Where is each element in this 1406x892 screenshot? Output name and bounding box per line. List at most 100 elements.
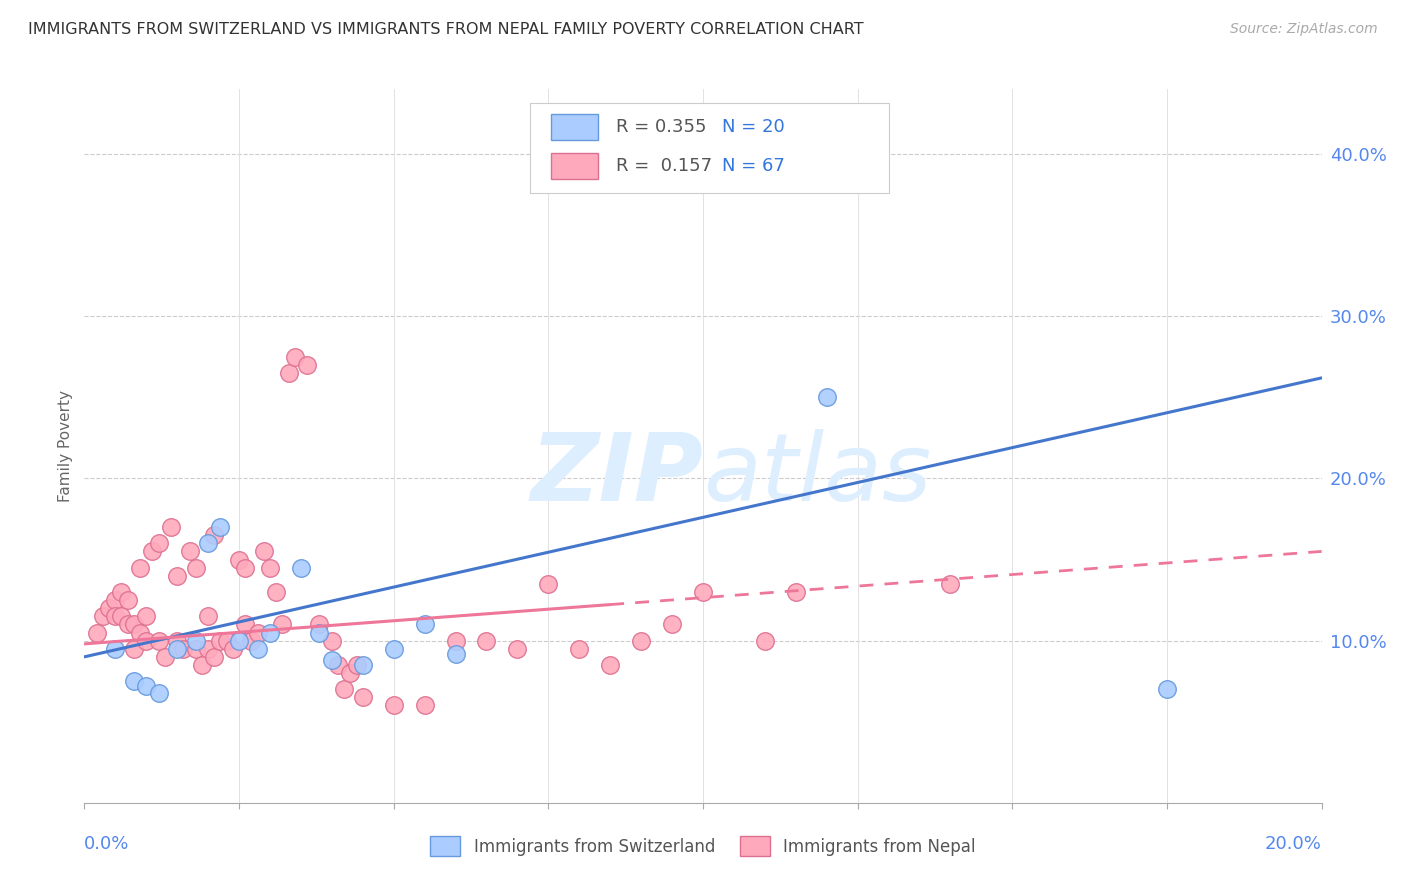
Point [110,609,132,624]
Point [222,641,245,656]
Point [135,633,157,648]
Point [215,633,238,648]
Point [253,544,276,558]
Point [599,657,621,672]
Text: Source: ZipAtlas.com: Source: ZipAtlas.com [1230,22,1378,37]
Point [191,657,214,672]
Text: 20.0%: 20.0% [1265,835,1322,853]
Point [98,601,121,615]
Point [197,609,219,624]
Text: R =  0.157: R = 0.157 [616,157,730,175]
Point [661,617,683,632]
Point [117,593,139,607]
Point [506,641,529,656]
Point [129,625,152,640]
Point [148,536,170,550]
Point [86,625,108,640]
Point [228,633,250,648]
Point [135,609,157,624]
Point [382,698,405,713]
Point [209,520,232,534]
Point [785,585,807,599]
Text: IMMIGRANTS FROM SWITZERLAND VS IMMIGRANTS FROM NEPAL FAMILY POVERTY CORRELATION : IMMIGRANTS FROM SWITZERLAND VS IMMIGRANT… [28,22,863,37]
Text: N = 20: N = 20 [721,118,785,136]
Point [228,552,250,566]
Point [284,350,307,364]
Point [271,617,294,632]
Point [104,641,127,656]
Point [321,633,343,648]
Point [202,528,225,542]
Y-axis label: Family Poverty: Family Poverty [58,390,73,502]
Point [166,641,188,656]
Point [537,577,560,591]
Point [1156,682,1178,697]
Point [754,633,776,648]
Point [209,633,232,648]
Point [135,679,157,693]
Point [939,577,962,591]
Point [444,633,467,648]
Point [91,609,114,624]
Text: ZIP: ZIP [530,428,703,521]
Point [166,568,188,582]
Point [148,685,170,699]
Point [308,625,330,640]
Point [104,593,127,607]
Point [290,560,312,574]
Point [321,653,343,667]
Point [160,520,183,534]
Point [104,609,127,624]
Point [259,560,281,574]
Point [122,641,145,656]
Point [475,633,498,648]
Point [153,649,176,664]
FancyBboxPatch shape [530,103,889,193]
Point [339,666,361,681]
Point [117,617,139,632]
Point [197,536,219,550]
Point [166,633,188,648]
Point [264,585,287,599]
Bar [551,153,598,179]
Text: atlas: atlas [703,429,931,520]
Text: R = 0.355: R = 0.355 [616,118,724,136]
Point [184,641,207,656]
Point [295,358,318,372]
Point [333,682,356,697]
Point [308,617,330,632]
Point [630,633,652,648]
Point [277,366,299,380]
Point [233,617,256,632]
Legend: Immigrants from Switzerland, Immigrants from Nepal: Immigrants from Switzerland, Immigrants … [423,830,983,863]
Point [815,390,838,404]
Point [184,633,207,648]
Point [692,585,714,599]
Point [246,641,269,656]
Point [568,641,591,656]
Point [444,647,467,661]
Point [122,674,145,689]
Point [413,698,436,713]
Text: N = 67: N = 67 [721,157,785,175]
Point [246,625,269,640]
Point [352,690,374,705]
Point [413,617,436,632]
Point [346,657,368,672]
Point [233,560,256,574]
Point [110,585,132,599]
Point [141,544,163,558]
Point [352,657,374,672]
Point [202,649,225,664]
Point [382,641,405,656]
Point [197,641,219,656]
Bar [551,114,598,140]
Point [129,560,152,574]
Point [259,625,281,640]
Point [326,657,349,672]
Point [240,633,263,648]
Point [184,560,207,574]
Point [179,544,201,558]
Point [172,641,194,656]
Point [148,633,170,648]
